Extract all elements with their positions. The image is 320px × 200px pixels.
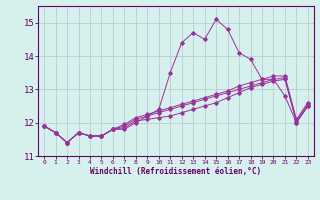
X-axis label: Windchill (Refroidissement éolien,°C): Windchill (Refroidissement éolien,°C) [91, 167, 261, 176]
